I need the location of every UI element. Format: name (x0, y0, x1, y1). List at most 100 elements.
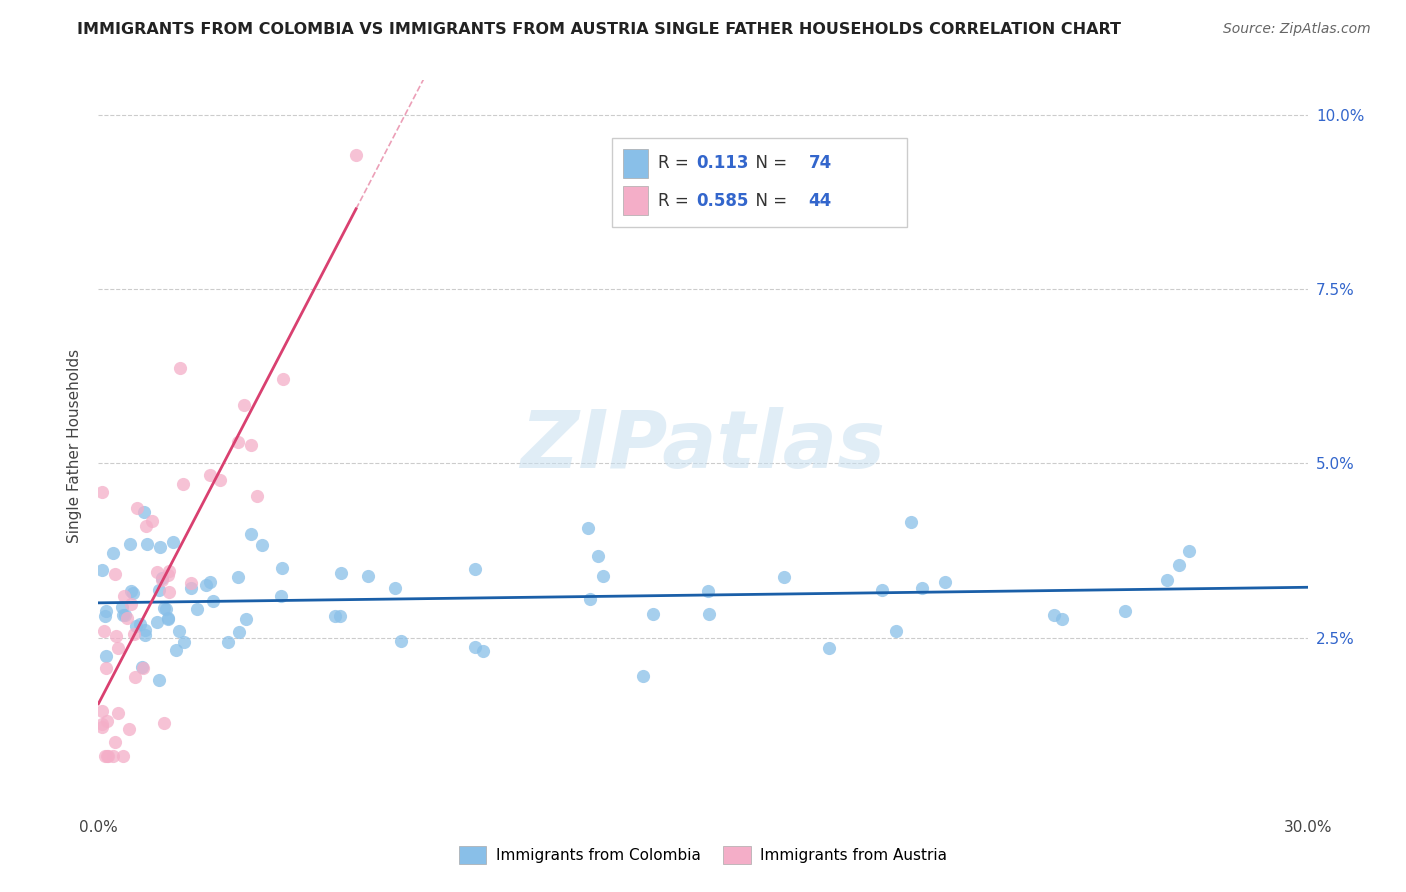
Point (107, 706, 129, 720)
Point (149, 540, 172, 554)
Point (122, 626, 145, 640)
Point (884, 624, 907, 638)
Point (135, 536, 157, 550)
Point (134, 505, 156, 519)
Point (155, 602, 177, 616)
Point (180, 575, 202, 590)
Point (120, 597, 142, 611)
Point (870, 583, 893, 598)
Point (94, 649, 117, 664)
Point (1167, 558, 1189, 572)
Point (1114, 604, 1136, 618)
Point (271, 372, 294, 386)
Point (226, 435, 249, 450)
Point (167, 624, 190, 638)
Point (198, 468, 221, 483)
Point (592, 569, 614, 583)
Point (900, 515, 922, 529)
Point (94, 608, 117, 623)
Point (141, 514, 163, 528)
Point (117, 610, 139, 624)
Point (91, 563, 114, 577)
Text: Source: ZipAtlas.com: Source: ZipAtlas.com (1223, 22, 1371, 37)
Point (246, 489, 269, 503)
Point (389, 634, 412, 648)
Point (818, 640, 841, 655)
Point (91, 705, 114, 719)
Point (464, 640, 486, 654)
Point (169, 361, 191, 376)
Point (588, 549, 610, 563)
Point (150, 573, 173, 587)
Text: 0.113: 0.113 (696, 154, 748, 172)
Point (103, 749, 125, 764)
Point (1156, 573, 1178, 587)
Point (129, 617, 152, 632)
Point (239, 526, 262, 541)
Point (180, 582, 202, 596)
Point (157, 611, 180, 625)
Point (641, 607, 664, 621)
Point (173, 635, 195, 649)
Point (148, 582, 170, 597)
Point (107, 641, 129, 656)
Point (252, 537, 274, 551)
Point (96, 604, 118, 618)
Point (125, 619, 148, 633)
Text: 0.585: 0.585 (696, 192, 748, 210)
Point (329, 566, 352, 580)
Text: N =: N = (745, 154, 793, 172)
Point (111, 607, 134, 622)
Point (124, 670, 146, 684)
Point (135, 518, 157, 533)
Point (329, 609, 352, 624)
Point (96, 714, 118, 728)
Point (195, 578, 218, 592)
Point (104, 567, 127, 582)
Point (323, 608, 346, 623)
Point (118, 537, 141, 551)
Point (226, 570, 249, 584)
Point (162, 535, 184, 549)
Point (579, 591, 602, 606)
Point (217, 635, 239, 649)
Point (97, 749, 120, 764)
Point (357, 568, 380, 582)
Point (1043, 607, 1066, 622)
Point (464, 562, 486, 576)
Point (239, 437, 262, 451)
Point (198, 575, 221, 590)
Point (145, 615, 167, 630)
Point (344, 148, 367, 162)
Point (201, 594, 224, 608)
Point (471, 644, 494, 658)
Point (120, 583, 142, 598)
Point (121, 585, 143, 599)
Point (157, 585, 180, 599)
Point (94, 661, 117, 675)
Point (127, 500, 149, 515)
Point (93, 624, 115, 639)
Point (153, 601, 176, 615)
Point (118, 722, 141, 736)
Point (103, 735, 125, 749)
Point (186, 601, 208, 615)
Point (105, 629, 128, 643)
Point (208, 473, 231, 487)
Point (157, 565, 180, 579)
Point (165, 642, 187, 657)
Point (91, 716, 114, 731)
Text: 74: 74 (808, 154, 832, 172)
Point (772, 569, 794, 583)
Point (631, 669, 654, 683)
Text: ZIPatlas: ZIPatlas (520, 407, 886, 485)
Point (1178, 544, 1201, 558)
Point (110, 600, 132, 615)
Point (172, 477, 194, 491)
Point (114, 607, 136, 622)
Point (134, 627, 156, 641)
Text: IMMIGRANTS FROM COLOMBIA VS IMMIGRANTS FROM AUSTRIA SINGLE FATHER HOUSEHOLDS COR: IMMIGRANTS FROM COLOMBIA VS IMMIGRANTS F… (77, 22, 1122, 37)
Legend: Immigrants from Colombia, Immigrants from Austria: Immigrants from Colombia, Immigrants fro… (453, 840, 953, 870)
Point (235, 612, 257, 626)
Text: N =: N = (745, 192, 793, 210)
